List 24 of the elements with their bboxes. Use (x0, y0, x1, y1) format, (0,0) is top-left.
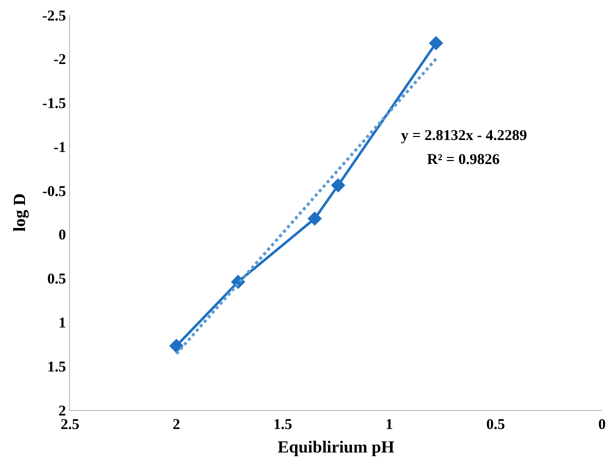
annotation: y = 2.8132x - 4.2289 (401, 128, 528, 144)
y-tick-label: -1 (54, 140, 66, 156)
x-axis-title: Equiblirium pH (278, 437, 394, 456)
y-tick-label: 2 (58, 403, 66, 420)
x-tick-label: 0 (598, 417, 606, 433)
y-tick-label: -1.5 (42, 96, 66, 112)
point (308, 211, 322, 226)
x-tick-label: 2.5 (60, 417, 80, 433)
annotation: R² = 0.9826 (427, 152, 500, 168)
y-tick-label: -2 (54, 52, 66, 68)
y-tick-label: -2.5 (42, 8, 66, 24)
x-tick-label: 0.5 (486, 417, 505, 433)
x-tick-label: 2 (172, 417, 180, 433)
x-tick-label: 1 (385, 417, 393, 433)
y-tick-label: 0 (58, 228, 66, 244)
x-tick-label: 1.5 (273, 417, 292, 433)
point (169, 338, 184, 354)
point (428, 36, 444, 50)
y-tick-label: 0.5 (47, 272, 66, 288)
y-axis-title: log D (10, 193, 29, 232)
y-tick-label: 1 (58, 315, 66, 332)
y-tick-label: -0.5 (42, 184, 66, 200)
point (330, 178, 346, 192)
y-tick-label: 1.5 (47, 359, 66, 376)
